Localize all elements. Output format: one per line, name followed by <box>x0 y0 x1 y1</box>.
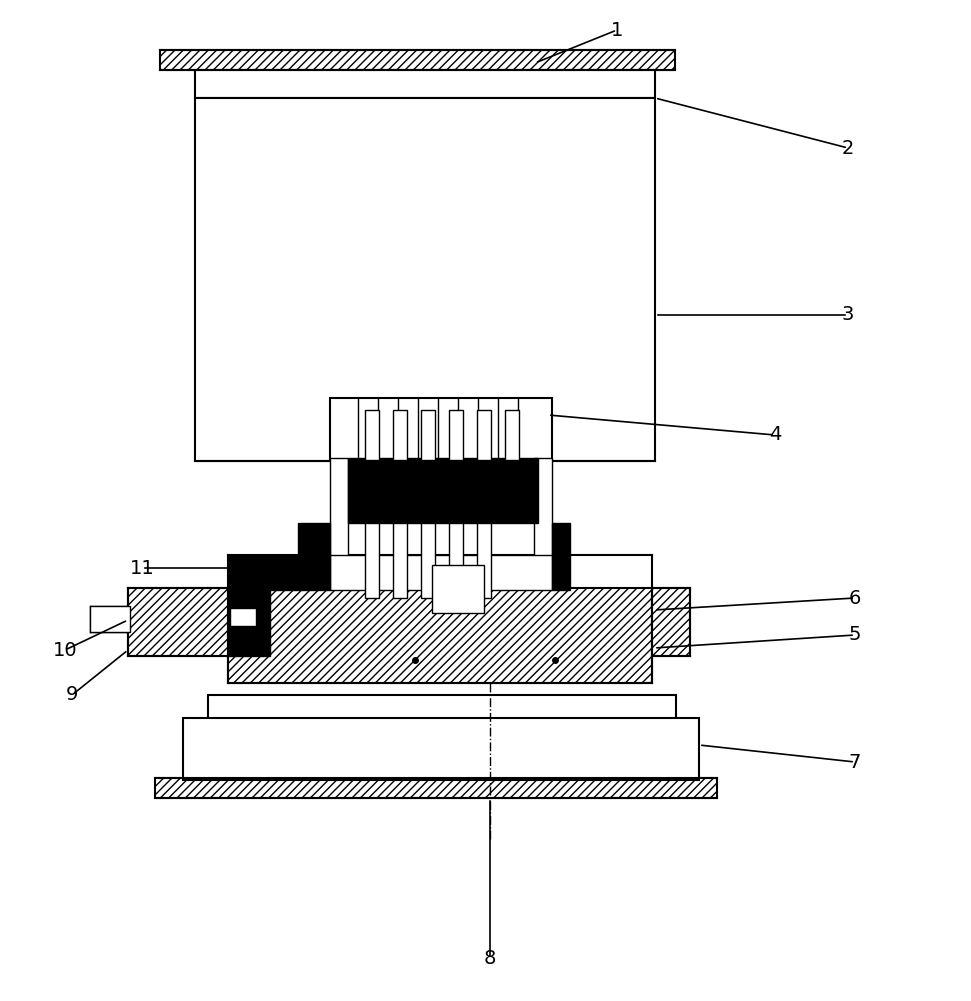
Bar <box>421 410 435 460</box>
Bar <box>330 458 348 578</box>
Bar <box>228 588 652 683</box>
Bar <box>421 523 435 598</box>
Bar <box>449 410 463 460</box>
Bar <box>365 523 379 598</box>
Bar <box>477 410 491 460</box>
Bar <box>393 523 407 598</box>
Bar <box>534 458 552 578</box>
Bar <box>393 410 407 460</box>
Bar <box>195 70 655 98</box>
Bar <box>230 608 256 626</box>
Text: 9: 9 <box>66 686 79 705</box>
Text: 2: 2 <box>842 138 854 157</box>
Bar <box>348 458 538 523</box>
Polygon shape <box>298 523 330 590</box>
Bar <box>90 606 130 632</box>
Text: 11: 11 <box>129 559 154 578</box>
Text: 10: 10 <box>52 641 78 660</box>
Bar <box>128 588 228 656</box>
Bar <box>195 98 655 461</box>
Bar <box>183 718 699 780</box>
Bar <box>652 588 690 656</box>
Text: 4: 4 <box>769 425 782 444</box>
Bar <box>432 565 484 613</box>
Polygon shape <box>552 523 570 590</box>
Bar <box>365 410 379 460</box>
Text: 3: 3 <box>842 305 854 324</box>
Text: 7: 7 <box>849 753 861 772</box>
Bar <box>155 778 717 798</box>
Polygon shape <box>228 590 270 656</box>
Polygon shape <box>228 555 298 590</box>
Bar <box>160 50 675 70</box>
Bar <box>208 695 676 720</box>
Bar <box>449 523 463 598</box>
Text: 5: 5 <box>849 626 861 645</box>
Bar <box>477 523 491 598</box>
Text: 6: 6 <box>849 589 861 608</box>
Text: 1: 1 <box>611 20 623 39</box>
Text: 8: 8 <box>484 949 496 968</box>
Bar <box>330 555 552 590</box>
Bar <box>505 410 519 460</box>
Bar <box>330 398 552 461</box>
